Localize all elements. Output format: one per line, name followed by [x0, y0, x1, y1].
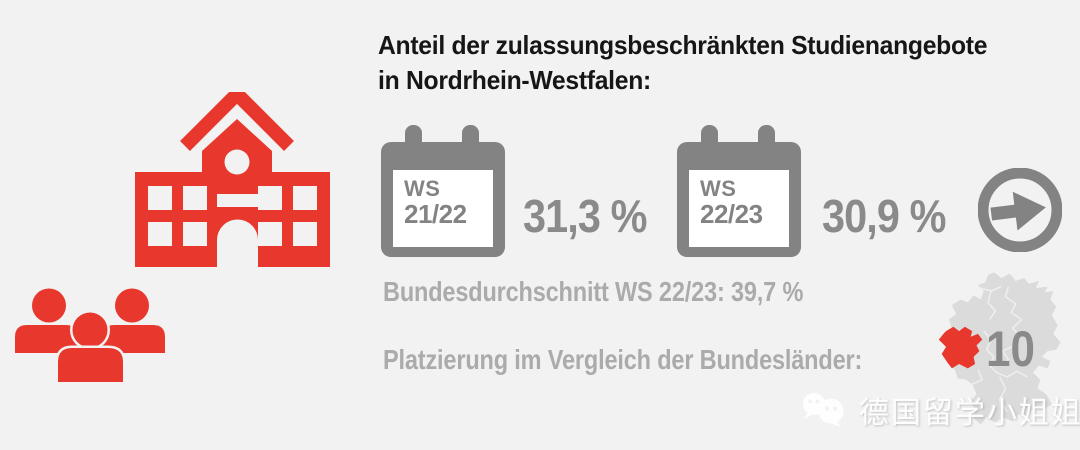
benchmark-text: Bundesdurchschnitt WS 22/23: 39,7 %: [383, 276, 804, 307]
stat-value-ws-22-23: 30,9 %: [822, 190, 946, 242]
nrw-region: [938, 326, 983, 369]
ranking-label: Platzierung im Vergleich der Bundeslände…: [383, 344, 863, 375]
title-line-1: Anteil der zulassungsbeschränkten Studie…: [378, 30, 988, 60]
school-building-icon: [135, 92, 330, 267]
calendar-years-label: 22/23: [700, 199, 763, 229]
watermark: 德国留学小姐姐: [800, 388, 1080, 432]
germany-outline: [938, 272, 1061, 425]
calendar-ring-icon: [462, 125, 479, 163]
calendar-icon-ws-22-23: WS 22/23: [677, 125, 801, 257]
calendar-icon-ws-21-22: WS 21/22: [381, 125, 505, 257]
calendar-ring-icon: [758, 125, 775, 163]
calendar-panel: WS 21/22: [393, 170, 493, 247]
title-line-2: in Nordrhein-Westfalen:: [378, 65, 651, 95]
calendar-season-label: WS: [700, 176, 737, 201]
wechat-icon: [803, 393, 844, 427]
stat-value-ws-21-22: 31,3 %: [523, 190, 647, 242]
calendar-ring-icon: [405, 125, 422, 163]
ranking-value: 10: [986, 321, 1035, 377]
infographic-title: Anteil der zulassungsbeschränkten Studie…: [378, 28, 987, 98]
watermark-text: 德国留学小姐姐: [859, 397, 1080, 430]
calendar-panel: WS 22/23: [689, 170, 789, 247]
germany-map-nrw-highlighted: [938, 272, 1061, 425]
calendar-ring-icon: [701, 125, 718, 163]
state-borders: [971, 285, 1028, 412]
calendar-season-label: WS: [404, 176, 441, 201]
students-group-icon: [15, 288, 165, 382]
arrow-right-circle-icon: [978, 168, 1062, 252]
calendar-years-label: 21/22: [404, 199, 467, 229]
